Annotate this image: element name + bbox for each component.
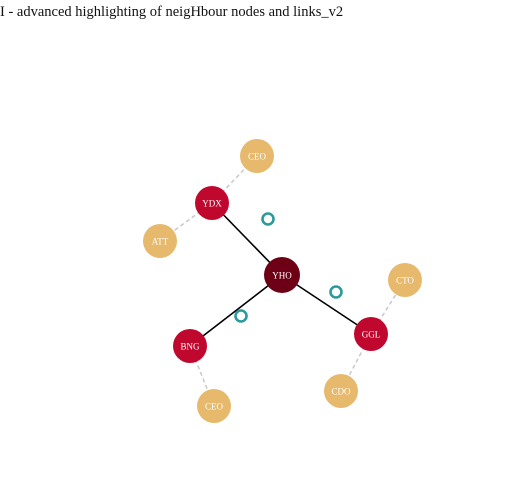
node-circle[interactable] xyxy=(197,389,231,423)
node-circle[interactable] xyxy=(388,263,422,297)
page-title: I - advanced highlighting of neigHbour n… xyxy=(0,4,344,20)
link-connector-bng[interactable] xyxy=(234,309,248,323)
node-circle[interactable] xyxy=(173,329,207,363)
node-label: BNG xyxy=(180,342,200,352)
node-yho[interactable]: YHO xyxy=(264,257,300,293)
link-yho-bng[interactable] xyxy=(189,274,283,347)
node-circle[interactable] xyxy=(324,374,358,408)
node-cto[interactable]: CTO xyxy=(388,263,422,297)
node-label: YDX xyxy=(202,199,222,209)
node-circle[interactable] xyxy=(354,317,388,351)
node-ceo1[interactable]: CEO xyxy=(240,139,274,173)
node-label: CEO xyxy=(205,402,224,412)
node-bng[interactable]: BNG xyxy=(173,329,207,363)
node-ggl[interactable]: GGL xyxy=(354,317,388,351)
node-circle[interactable] xyxy=(240,139,274,173)
node-label: ATT xyxy=(152,237,169,247)
link-connector-ggl[interactable] xyxy=(329,285,343,299)
node-att[interactable]: ATT xyxy=(143,224,177,258)
node-label: CDO xyxy=(331,387,351,397)
node-circle[interactable] xyxy=(264,257,300,293)
node-ydx[interactable]: YDX xyxy=(195,186,229,220)
node-circle[interactable] xyxy=(143,224,177,258)
connectors-group xyxy=(234,212,343,323)
node-label: CEO xyxy=(248,152,267,162)
node-label: CTO xyxy=(396,276,414,286)
node-ceo2[interactable]: CEO xyxy=(197,389,231,423)
node-label: YHO xyxy=(272,271,292,281)
link-connector-ydx[interactable] xyxy=(261,212,275,226)
node-label: GGL xyxy=(362,330,381,340)
node-cdo[interactable]: CDO xyxy=(324,374,358,408)
nodes-group: YHO YDX BNG GGL CEO ATT CEO CTO CDO xyxy=(143,139,422,423)
node-circle[interactable] xyxy=(195,186,229,220)
